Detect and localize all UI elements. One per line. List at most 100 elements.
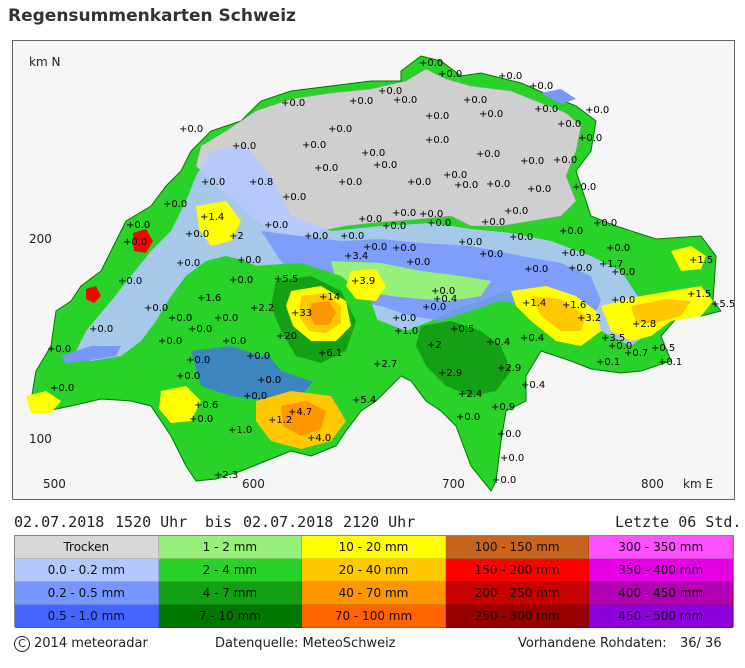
rain-value-label: +0.0	[425, 111, 449, 122]
rain-value-label: +0.0	[243, 391, 267, 402]
period-from-date: 02.07.2018	[14, 513, 105, 531]
yellow-cell-2	[346, 269, 386, 301]
rain-value-label: +0.0	[89, 324, 113, 335]
orange-cell-2	[309, 301, 336, 325]
rain-value-label: +0.8	[249, 177, 273, 188]
legend-item: 4 - 7 mm	[158, 582, 303, 605]
rain-value-label: +0.0	[585, 105, 609, 116]
rain-value-label: +0.0	[229, 275, 253, 286]
legend-item: 0.0 - 0.2 mm	[15, 559, 159, 582]
rain-value-label: +0.0	[500, 453, 524, 464]
x-tick-600: 600	[242, 477, 265, 491]
rain-value-label: +3.2	[577, 313, 601, 324]
rain-value-label: +0.0	[382, 221, 406, 232]
rain-value-label: +0.0	[427, 218, 451, 229]
y-tick-100: 100	[29, 432, 52, 446]
legend-item: 100 - 150 mm	[445, 536, 590, 559]
rain-value-label: +0.0	[456, 412, 480, 423]
orange-cell-3	[281, 401, 326, 436]
rain-value-label: +0.0	[568, 263, 592, 274]
rain-value-label: +1.6	[562, 300, 586, 311]
rain-value-label: +0.6	[194, 400, 218, 411]
rain-value-label: +0.0	[476, 149, 500, 160]
lake-geneva	[61, 346, 121, 363]
rain-value-label: +0.0	[361, 148, 385, 159]
rain-value-label: +6.1	[318, 348, 342, 359]
axis-y-unit: km N	[29, 55, 61, 69]
rain-value-label: +0.0	[176, 371, 200, 382]
rain-value-label: +0.0	[559, 226, 583, 237]
rain-value-label: +0.0	[363, 242, 387, 253]
rain-value-label: +0.0	[504, 206, 528, 217]
legend-item: 450 - 500 mm	[589, 605, 733, 628]
yellow-cell-8	[26, 391, 61, 413]
rain-value-label: +2.2	[250, 303, 274, 314]
rain-value-label: +0.0	[338, 177, 362, 188]
rain-value-label: +1.6	[197, 293, 221, 304]
rain-value-label: +0.0	[126, 220, 150, 231]
rain-value-label: +0.0	[561, 248, 585, 259]
rain-value-label: +0.0	[463, 95, 487, 106]
rain-value-label: +0.0	[232, 141, 256, 152]
legend-item: 1 - 2 mm	[158, 536, 303, 559]
rain-value-label: +1.0	[228, 425, 252, 436]
legend-item: Trocken	[15, 536, 159, 559]
rain-value-label: +0.0	[406, 257, 430, 268]
rain-value-label: +0.0	[527, 184, 551, 195]
legend-item: 400 - 450 mm	[589, 582, 733, 605]
rain-value-label: +0.4	[520, 333, 544, 344]
rain-value-label: +1.4	[200, 212, 224, 223]
rain-value-label: +0.5	[450, 324, 474, 335]
rain-value-label: +2.8	[632, 319, 656, 330]
rain-value-label: +0.0	[328, 124, 352, 135]
rain-value-label: +0.0	[163, 199, 187, 210]
rain-value-label: +0.0	[509, 232, 533, 243]
y-tick-200: 200	[29, 232, 52, 246]
rain-value-label: +0.0	[246, 351, 270, 362]
rain-value-label: +0.0	[201, 177, 225, 188]
copyright-text: 2014 meteoradar	[34, 636, 148, 651]
rain-value-label: +0.0	[454, 180, 478, 191]
rain-value-label: +0.0	[373, 160, 397, 171]
rain-value-label: +0.0	[392, 313, 416, 324]
x-tick-500: 500	[43, 477, 66, 491]
rain-value-label: +0.0	[378, 86, 402, 97]
rain-value-label: +5.5	[711, 299, 734, 310]
rain-value-label: +2.7	[373, 359, 397, 370]
yellow-cell-6	[159, 386, 201, 423]
rain-value-label: +20	[276, 331, 297, 342]
rain-value-label: +0.0	[479, 249, 503, 260]
period-last: Letzte 06 Std.	[615, 513, 742, 531]
raw-data-value: 36/ 36	[680, 636, 722, 651]
rain-value-label: +4.0	[307, 433, 331, 444]
rain-value-label: +0.0	[438, 69, 462, 80]
rain-value-label: +0.0	[179, 124, 203, 135]
rain-value-label: +0.0	[176, 258, 200, 269]
rain-value-label: +0.0	[302, 140, 326, 151]
rain-value-label: +0.7	[624, 348, 648, 359]
rain-value-label: +1.2	[268, 415, 292, 426]
legend-item: 0.5 - 1.0 mm	[15, 605, 159, 628]
rain-value-label: +14	[319, 292, 340, 303]
rain-value-label: +0.0	[608, 341, 632, 352]
rain-value-label: +0.0	[222, 336, 246, 347]
rain-value-label: +0.0	[481, 217, 505, 228]
rain-value-label: +1.4	[522, 298, 546, 309]
rain-value-label: +0.0	[188, 324, 212, 335]
rain-value-label: +0.0	[431, 286, 455, 297]
rain-value-label: +2.3	[214, 470, 238, 481]
rain-value-label: +0.0	[186, 355, 210, 366]
rain-value-label: +0.0	[492, 475, 516, 486]
rain-value-label: +0.0	[611, 267, 635, 278]
rain-value-label: +0.0	[393, 95, 417, 106]
rain-value-label: +0.0	[282, 192, 306, 203]
rain-value-label: +0.0	[593, 218, 617, 229]
rain-value-label: +0.0	[237, 255, 261, 266]
rain-value-label: +0.9	[491, 402, 515, 413]
rain-value-label: +0.0	[425, 135, 449, 146]
orange-cell-4	[531, 296, 586, 331]
dry-area	[195, 68, 582, 242]
x-tick-800: 800	[641, 477, 664, 491]
precipitation-map[interactable]: +0.0 +0.0 +0.0 +0.0 +0.0 +0.0 +0.0 +0.0 +0.0 +0.0…	[12, 40, 735, 500]
rain-value-label: +2.9	[438, 368, 462, 379]
